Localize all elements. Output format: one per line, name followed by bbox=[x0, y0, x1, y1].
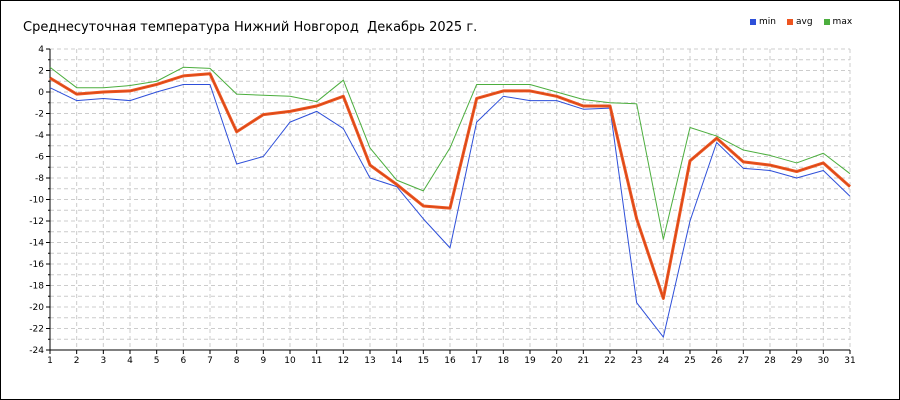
x-tick-label: 28 bbox=[764, 356, 776, 366]
x-tick-label: 24 bbox=[658, 356, 670, 366]
y-tick-label: -24 bbox=[29, 346, 44, 356]
series-line-avg-core bbox=[49, 73, 851, 300]
y-tick-label: -6 bbox=[35, 153, 44, 163]
y-tick-label: 2 bbox=[38, 67, 44, 77]
x-tick-label: 2 bbox=[74, 356, 80, 366]
legend-swatch-avg bbox=[786, 19, 793, 25]
legend-swatch-min bbox=[750, 19, 756, 25]
y-tick-label: -22 bbox=[29, 325, 44, 335]
x-tick-label: 30 bbox=[818, 356, 830, 366]
x-tick-label: 23 bbox=[631, 356, 642, 366]
y-tick-label: -2 bbox=[35, 110, 44, 120]
x-tick-label: 21 bbox=[578, 356, 589, 366]
x-tick-label: 3 bbox=[100, 356, 106, 366]
series-line-max bbox=[49, 66, 851, 240]
y-tick-label: -18 bbox=[29, 282, 44, 292]
x-tick-label: 15 bbox=[418, 356, 429, 366]
y-tick-label: 0 bbox=[38, 88, 44, 98]
legend-item-min: min bbox=[750, 17, 776, 27]
legend-swatch-max bbox=[823, 19, 830, 25]
x-tick-label: 29 bbox=[791, 356, 803, 366]
x-tick-label: 17 bbox=[471, 356, 482, 366]
series-line-min bbox=[49, 83, 851, 338]
chart-title: Среднесуточная температура Нижний Новгор… bbox=[23, 20, 478, 35]
x-tick-label: 7 bbox=[207, 356, 213, 366]
x-tick-label: 8 bbox=[234, 356, 240, 366]
legend-label-min: min bbox=[759, 17, 776, 27]
x-tick-label: 4 bbox=[127, 356, 133, 366]
legend-item-avg: avg bbox=[786, 17, 813, 27]
x-tick-label: 16 bbox=[444, 356, 456, 366]
legend: min avg max bbox=[750, 17, 852, 27]
x-tick-label: 10 bbox=[284, 356, 296, 366]
legend-item-max: max bbox=[823, 17, 853, 27]
legend-label-max: max bbox=[832, 17, 853, 27]
x-tick-label: 18 bbox=[498, 356, 510, 366]
x-tick-label: 14 bbox=[391, 356, 403, 366]
y-tick-label: -20 bbox=[29, 303, 44, 313]
y-tick-label: -4 bbox=[35, 131, 44, 141]
y-tick-label: -16 bbox=[29, 260, 44, 270]
x-tick-label: 22 bbox=[604, 356, 615, 366]
x-tick-label: 11 bbox=[311, 356, 322, 366]
x-tick-label: 27 bbox=[738, 356, 749, 366]
x-tick-label: 6 bbox=[180, 356, 186, 366]
x-tick-label: 12 bbox=[338, 356, 349, 366]
y-tick-label: -8 bbox=[35, 174, 44, 184]
legend-label-avg: avg bbox=[795, 17, 813, 27]
y-tick-label: -12 bbox=[29, 217, 44, 227]
x-tick-label: 1 bbox=[47, 356, 53, 366]
y-tick-label: -10 bbox=[29, 196, 44, 206]
x-tick-label: 9 bbox=[260, 356, 266, 366]
y-tick-label: 4 bbox=[38, 45, 44, 55]
x-tick-label: 20 bbox=[551, 356, 563, 366]
x-tick-label: 19 bbox=[524, 356, 536, 366]
x-tick-label: 31 bbox=[844, 356, 855, 366]
x-tick-label: 25 bbox=[684, 356, 695, 366]
x-tick-label: 5 bbox=[154, 356, 160, 366]
x-tick-label: 13 bbox=[364, 356, 375, 366]
y-tick-label: -14 bbox=[29, 239, 44, 249]
x-tick-label: 26 bbox=[711, 356, 723, 366]
